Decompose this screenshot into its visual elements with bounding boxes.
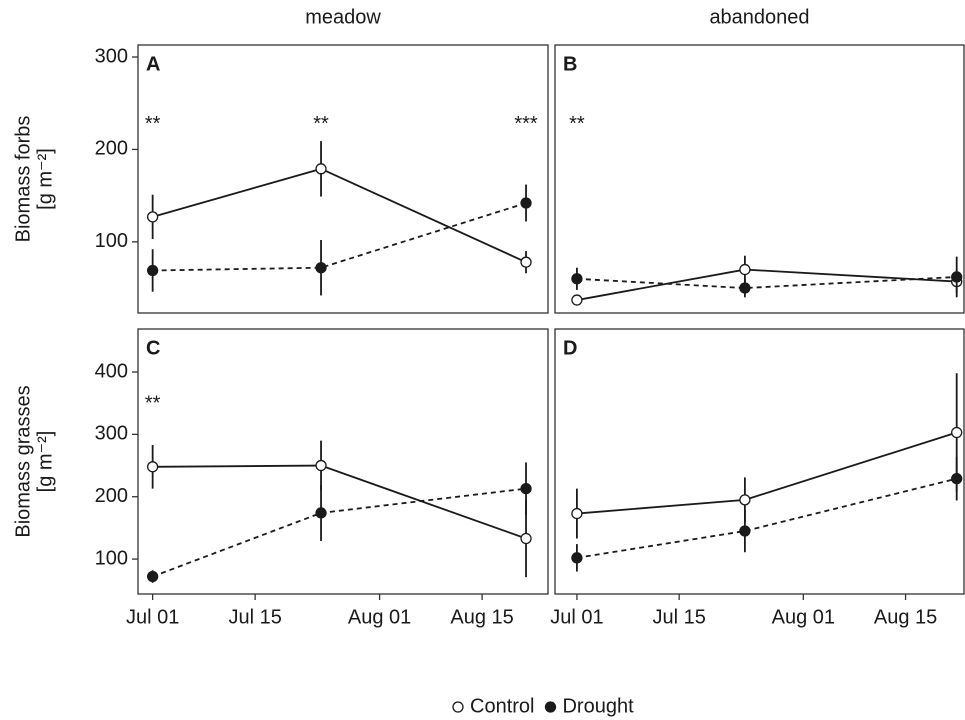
data-point — [315, 262, 327, 274]
panel-label: B — [563, 53, 577, 75]
panel-frame — [137, 328, 549, 595]
data-point — [571, 273, 583, 285]
series-line — [152, 202, 527, 272]
x-tick-label: Aug 01 — [348, 606, 411, 628]
data-point — [315, 459, 327, 472]
y-tick-label: 200 — [95, 138, 128, 160]
facet-title: meadow — [305, 6, 381, 28]
panel-label: A — [146, 53, 160, 75]
series-line — [576, 276, 957, 289]
legend-label: Drought — [562, 695, 634, 717]
data-point — [739, 282, 751, 294]
panel-label: C — [146, 337, 160, 359]
significance: ** — [313, 113, 329, 135]
x-tick-label: Aug 01 — [772, 606, 835, 628]
data-point — [571, 294, 583, 306]
data-point — [571, 507, 583, 520]
data-point — [739, 263, 751, 276]
data-point — [739, 494, 751, 506]
data-point — [315, 163, 327, 175]
data-point — [146, 264, 159, 277]
data-point — [520, 197, 532, 209]
y-tick-label: 300 — [95, 423, 128, 445]
series-line — [152, 464, 527, 540]
data-point — [951, 271, 963, 283]
series-line — [576, 431, 957, 515]
y-axis-label: [g m⁻²] — [34, 148, 56, 210]
y-tick-label: 100 — [95, 547, 128, 569]
data-point — [520, 482, 532, 495]
y-tick-label: 200 — [95, 485, 128, 507]
facet-title: abandoned — [709, 6, 809, 28]
x-tick-label: Jul 01 — [126, 606, 179, 628]
panel-label: D — [563, 337, 577, 359]
significance: ** — [145, 113, 161, 135]
y-tick-label: 300 — [95, 45, 128, 67]
x-tick-label: Jul 15 — [228, 606, 281, 628]
data-point — [951, 426, 963, 439]
series-line — [576, 268, 957, 301]
significance: ** — [145, 392, 161, 414]
legend: Control Drought — [452, 695, 634, 717]
legend-label: Control — [470, 695, 534, 717]
significance: *** — [514, 113, 538, 135]
data-point — [951, 472, 963, 485]
data-point — [146, 211, 159, 223]
series-line — [576, 477, 957, 559]
y-tick-label: 400 — [95, 360, 128, 382]
x-tick-label: Jul 01 — [550, 606, 603, 628]
data-point — [571, 552, 583, 564]
x-tick-label: Jul 15 — [652, 606, 705, 628]
data-point — [520, 532, 532, 545]
x-tick-label: Aug 15 — [450, 606, 513, 628]
legend-marker — [452, 701, 464, 713]
x-tick-label: Aug 15 — [874, 606, 937, 628]
panel-frame — [554, 328, 965, 595]
panel-frame — [554, 44, 965, 314]
data-point — [146, 570, 159, 583]
panel-frame — [137, 44, 549, 314]
y-tick-label: 100 — [95, 230, 128, 252]
legend-marker — [544, 701, 557, 713]
significance: ** — [569, 113, 585, 135]
data-point — [315, 507, 327, 519]
series-line — [152, 487, 527, 578]
y-axis-label: Biomass forbs — [12, 116, 34, 243]
data-point — [146, 461, 159, 473]
y-axis-label: [g m⁻²] — [34, 431, 56, 493]
series-line — [152, 167, 527, 263]
data-point — [739, 525, 751, 537]
data-point — [520, 256, 532, 268]
y-axis-label: Biomass grasses — [12, 385, 34, 537]
